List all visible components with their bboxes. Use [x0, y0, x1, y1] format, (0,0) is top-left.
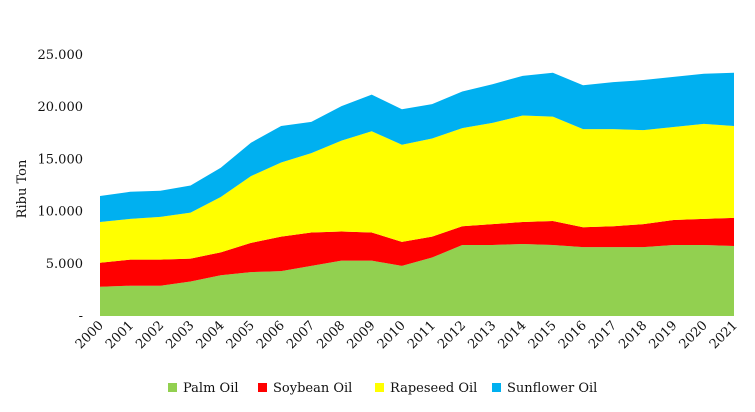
legend-swatch-rapeseed-oil	[375, 383, 384, 392]
x-tick-label: 2002	[133, 318, 167, 352]
y-tick-label: 15.000	[38, 152, 84, 167]
legend-label-rapeseed-oil: Rapeseed Oil	[390, 381, 477, 396]
y-axis: - 5.000 10.000 15.000 20.000 25.000	[38, 48, 84, 324]
x-tick-label: 2001	[103, 318, 137, 352]
legend-label-sunflower-oil: Sunflower Oil	[507, 381, 597, 396]
legend-swatch-sunflower-oil	[492, 383, 501, 392]
area-palm-oil	[100, 243, 734, 316]
x-tick-label: 2011	[405, 318, 439, 352]
x-tick-label: 2008	[314, 318, 348, 352]
x-axis: 2000200120022003200420052006200720082009…	[73, 318, 741, 352]
x-tick-label: 2006	[254, 318, 288, 352]
legend-swatch-soybean-oil	[258, 383, 267, 392]
area-rapeseed-oil	[100, 115, 734, 263]
x-tick-label: 2020	[677, 318, 711, 352]
legend-label-palm-oil: Palm Oil	[183, 381, 239, 396]
x-tick-label: 2007	[284, 318, 318, 352]
x-tick-label: 2021	[707, 318, 741, 352]
area-soybean-oil	[100, 217, 734, 287]
area-sunflower-oil	[100, 72, 734, 223]
x-tick-label: 2005	[224, 318, 258, 352]
legend-label-soybean-oil: Soybean Oil	[273, 381, 352, 396]
y-tick-label: 25.000	[38, 48, 84, 63]
y-tick-label: -	[79, 309, 83, 324]
y-axis-label: Ribu Ton	[15, 159, 30, 218]
x-tick-label: 2019	[646, 318, 680, 352]
legend-swatch-palm-oil	[168, 383, 177, 392]
y-tick-label: 5.000	[46, 257, 83, 272]
x-tick-label: 2014	[495, 318, 529, 352]
x-tick-label: 2018	[616, 318, 650, 352]
x-tick-label: 2017	[586, 318, 620, 352]
x-tick-label: 2004	[194, 318, 228, 352]
y-tick-label: 20.000	[38, 100, 84, 115]
x-tick-label: 2012	[435, 318, 469, 352]
y-tick-label: 10.000	[38, 205, 84, 220]
x-tick-label: 2009	[345, 318, 379, 352]
x-tick-label: 2003	[163, 318, 197, 352]
legend: Palm Oil Soybean Oil Rapeseed Oil Sunflower…	[168, 381, 597, 396]
area-series-group	[100, 72, 734, 316]
x-tick-label: 2010	[375, 318, 409, 352]
x-tick-label: 2016	[556, 318, 590, 352]
x-tick-label: 2015	[526, 318, 560, 352]
x-tick-label: 2013	[465, 318, 499, 352]
